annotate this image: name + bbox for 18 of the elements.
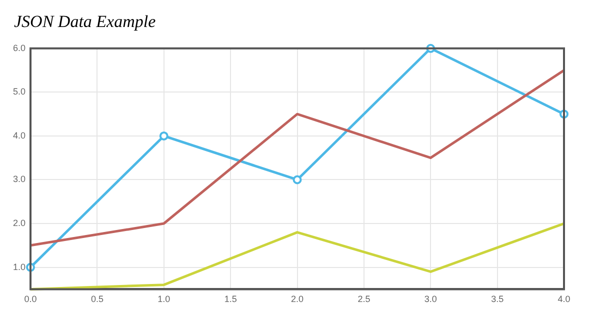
y-tick-label: 4.0 — [12, 130, 26, 140]
point — [159, 131, 168, 140]
chart-title: JSON Data Example — [13, 11, 157, 33]
y-tick-label: 1.0 — [12, 262, 26, 272]
x-tick-label: 4.0 — [558, 294, 570, 304]
y-tick-label: 3.0 — [12, 174, 26, 184]
x-tick-label: 0.5 — [90, 294, 104, 304]
y-tick-label: 6.0 — [12, 42, 26, 53]
y-tick-label: 2.0 — [12, 218, 26, 228]
y-tick-label: 5.0 — [12, 86, 26, 97]
x-tick-label: 2.5 — [358, 294, 370, 304]
x-tick-label: 3.0 — [424, 294, 437, 304]
x-tick-label: 2.0 — [291, 294, 304, 304]
point — [292, 175, 302, 184]
x-tick-label: 0.0 — [24, 294, 37, 304]
x-tick-label: 1.5 — [224, 294, 237, 304]
x-tick-label: 1.0 — [158, 294, 170, 304]
x-tick-label: 3.5 — [491, 294, 504, 304]
